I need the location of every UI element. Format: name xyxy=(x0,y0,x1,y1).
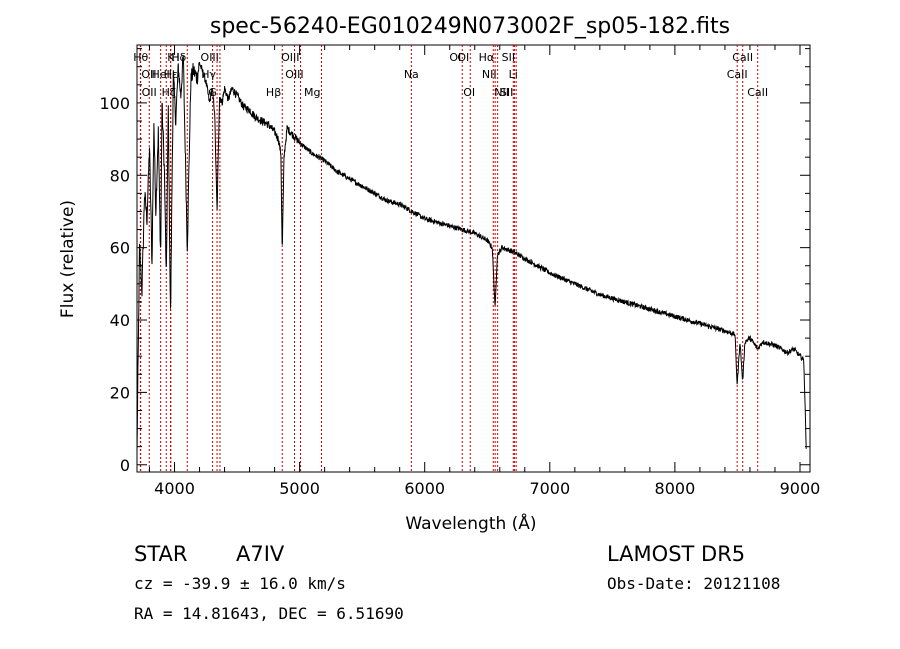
spectral-line-label: Hγ xyxy=(201,68,216,81)
spectral-line-label: NII xyxy=(482,68,497,81)
y-tick-label: 80 xyxy=(110,166,130,185)
y-tick-label: 0 xyxy=(120,456,130,475)
object-subclass: A7IV xyxy=(236,542,285,566)
y-tick-label: 40 xyxy=(110,311,130,330)
spectral-line-label: Na xyxy=(404,68,419,81)
velocity-readout: cz = -39.9 ± 16.0 km/s xyxy=(134,574,346,593)
axis-ticks: 4000 5000 6000 7000 8000 9000 0 20 40 60 80 100 xyxy=(99,45,820,498)
y-tick-label: 20 xyxy=(110,383,130,402)
plot-frame xyxy=(136,44,811,473)
chart-title: spec-56240-EG010249N073002F_sp05-182.fit… xyxy=(210,14,730,39)
y-tick-label: 100 xyxy=(99,94,130,113)
coordinates: RA = 14.81643, DEC = 6.51690 xyxy=(134,604,404,623)
y-axis-label: Flux (relative) xyxy=(58,200,78,318)
spectral-line-label: Hθ xyxy=(133,51,148,64)
spectral-line-label: OIII xyxy=(285,68,303,81)
spectral-line-label: CaII xyxy=(727,68,748,81)
spectrum-series xyxy=(136,55,807,452)
x-tick-label: 9000 xyxy=(780,479,821,498)
spectral-line-label: Li xyxy=(509,68,518,81)
spectral-line-label: G xyxy=(208,86,217,99)
spectral-line-label: CaII xyxy=(732,51,753,64)
spectral-line-label: Hε xyxy=(164,68,178,81)
spectral-line-label: Hζ xyxy=(162,86,176,99)
survey-name: LAMOST DR5 xyxy=(607,542,746,566)
spectral-line-label: SII xyxy=(502,51,515,64)
spectral-line-label: OII xyxy=(142,86,157,99)
x-tick-label: 8000 xyxy=(655,479,696,498)
marker-lines xyxy=(139,45,759,472)
spectral-line-label: Hβ xyxy=(266,86,281,99)
spectral-line-label: Hα xyxy=(479,51,495,64)
spectral-line-label: HeI xyxy=(151,68,169,81)
spectral-line-label: OI xyxy=(457,51,469,64)
spectral-line-label: OI xyxy=(463,86,475,99)
spectral-line-label: H xyxy=(172,51,180,64)
x-tick-label: 4000 xyxy=(154,479,195,498)
spectral-line-label: OIII xyxy=(281,51,299,64)
spectral-line-label: SII xyxy=(500,86,513,99)
object-class: STAR xyxy=(134,542,188,566)
y-tick-label: 60 xyxy=(110,239,130,258)
x-tick-label: 5000 xyxy=(279,479,320,498)
spectral-line-label: OI xyxy=(449,51,461,64)
obs-date: Obs-Date: 20121108 xyxy=(607,574,781,593)
spectral-line-label: Hδ xyxy=(171,51,186,64)
spectral-line-label: Mg xyxy=(304,86,320,99)
spectral-line-label: NII xyxy=(494,86,509,99)
spectral-line-label: CaII xyxy=(747,86,768,99)
x-tick-label: 6000 xyxy=(404,479,445,498)
spectrum-line xyxy=(136,55,807,452)
spectral-line-label: OIII xyxy=(201,51,219,64)
spectral-line-label: OII xyxy=(141,68,156,81)
x-axis-label: Wavelength (Å) xyxy=(405,512,536,534)
x-tick-label: 7000 xyxy=(529,479,570,498)
spectral-line-label: K xyxy=(167,51,175,64)
